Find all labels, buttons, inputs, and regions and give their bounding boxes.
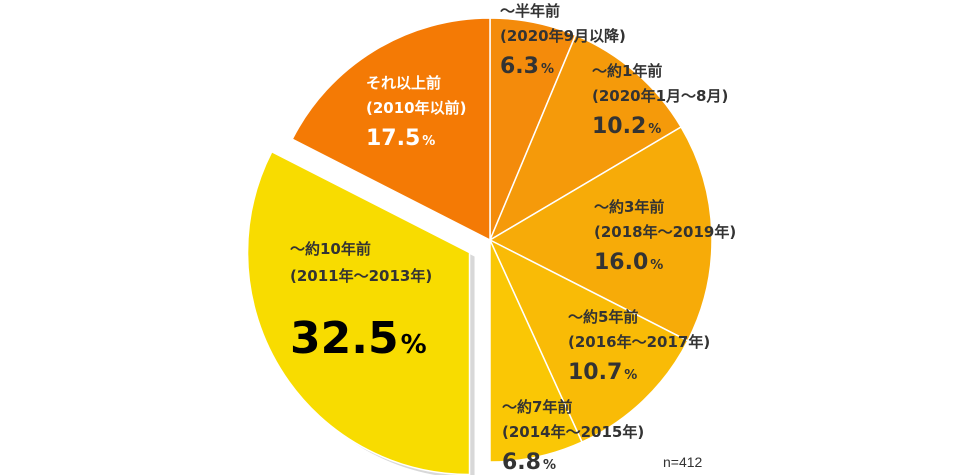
- pie-slice-4: [488, 238, 689, 444]
- slice-label-line2: (2016年～2017年): [568, 333, 710, 351]
- slice-value-label: 6.3%: [500, 54, 554, 79]
- slice-label-line2: (2014年～2015年): [502, 423, 644, 441]
- slice-value-label: 10.7%: [568, 360, 637, 385]
- slice-label-line1: ～約1年前: [592, 62, 662, 80]
- pie-slice-2: [488, 34, 683, 242]
- pie-slice-7: [291, 17, 491, 242]
- slice-label-line2: (2011年～2013年): [290, 267, 432, 285]
- slice-value-label: 16.0%: [594, 250, 663, 275]
- slice-label-line1: ～約10年前: [290, 240, 371, 258]
- pie-slice-3: [488, 125, 713, 342]
- slice-label-line1: それ以上前: [366, 74, 441, 92]
- slice-value-label: 17.5%: [366, 126, 435, 151]
- slice-label-line1: ～半年前: [500, 2, 560, 20]
- pie-slice-5: [489, 239, 583, 463]
- sample-size-note: n=412: [663, 454, 703, 470]
- slice-label-line2: (2020年1月～8月): [592, 87, 728, 105]
- slice-value-label: 10.2%: [592, 114, 661, 139]
- slice-value-label: 32.5%: [290, 313, 427, 364]
- slice-value-label: 6.8%: [502, 450, 556, 475]
- pie-labels: ～半年前 (2020年9月以降) 6.3% ～約1年前 (2020年1月～8月) 10.2…: [290, 2, 736, 475]
- slice-label-line1: ～約5年前: [568, 308, 638, 326]
- slice-label-line2: (2018年～2019年): [594, 223, 736, 241]
- pie-slices: [246, 17, 713, 475]
- slice-label-line1: ～約3年前: [594, 198, 664, 216]
- slice-label-line1: ～約7年前: [502, 398, 572, 416]
- slice-label-line2: (2010年以前): [366, 99, 466, 117]
- slice-label-line2: (2020年9月以降): [500, 27, 626, 45]
- pie-slice-6: [246, 150, 471, 475]
